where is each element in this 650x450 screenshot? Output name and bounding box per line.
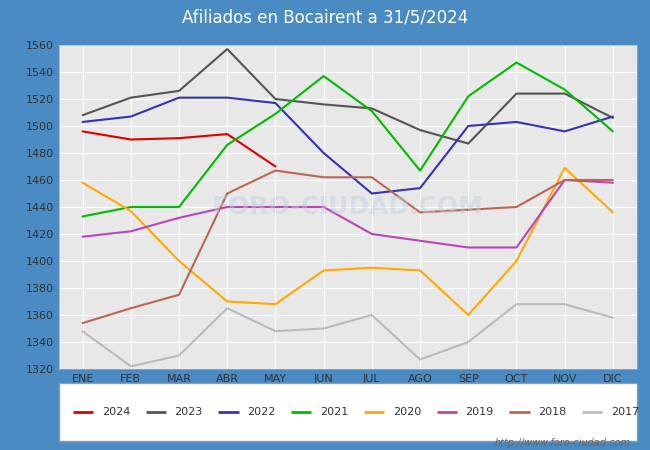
Text: 2017: 2017 bbox=[611, 407, 639, 417]
Text: Afiliados en Bocairent a 31/5/2024: Afiliados en Bocairent a 31/5/2024 bbox=[182, 9, 468, 27]
Text: 2022: 2022 bbox=[248, 407, 276, 417]
Text: 2019: 2019 bbox=[465, 407, 494, 417]
Text: 2023: 2023 bbox=[175, 407, 203, 417]
Text: http://www.foro-ciudad.com: http://www.foro-ciudad.com bbox=[495, 438, 630, 448]
Text: 2024: 2024 bbox=[102, 407, 130, 417]
Text: 2018: 2018 bbox=[538, 407, 567, 417]
Text: FORO-CIUDAD.COM: FORO-CIUDAD.COM bbox=[212, 195, 484, 219]
Text: 2021: 2021 bbox=[320, 407, 348, 417]
FancyBboxPatch shape bbox=[58, 382, 637, 441]
Text: 2020: 2020 bbox=[393, 407, 421, 417]
